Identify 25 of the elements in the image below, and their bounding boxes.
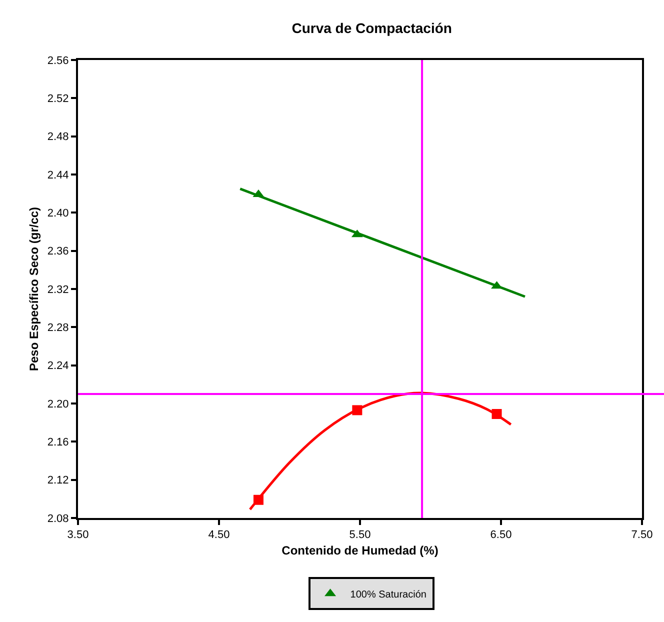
point — [253, 494, 264, 505]
y-tick-label: 2.12 — [47, 474, 69, 487]
y-tick-label: 2.44 — [47, 169, 69, 182]
x-tick-label: 6.50 — [490, 529, 512, 542]
y-tick-label: 2.16 — [47, 436, 69, 449]
y-tick-label: 2.52 — [47, 93, 69, 106]
y-tick-label: 2.08 — [47, 512, 69, 525]
y-tick-label: 2.48 — [47, 131, 69, 144]
x-axis-title: Contenido de Humedad (%) — [282, 544, 438, 558]
y-tick-label: 2.36 — [47, 246, 69, 258]
point — [492, 409, 502, 419]
y-tick-label: 2.20 — [47, 398, 69, 410]
y-tick-label: 2.28 — [47, 322, 69, 334]
x-tick-label: 7.50 — [631, 529, 653, 542]
legend-label: 100% Saturación — [350, 589, 426, 600]
chart-title: Curva de Compactación — [292, 20, 452, 36]
y-tick-label: 2.56 — [47, 54, 69, 67]
x-tick-label: 4.50 — [208, 529, 230, 542]
x-tick-label: 3.50 — [67, 529, 89, 542]
point — [352, 405, 362, 416]
y-tick-label: 2.32 — [47, 284, 69, 296]
y-axis-title: Peso Específico Seco (gr/cc) — [27, 206, 42, 372]
x-tick-label: 5.50 — [349, 529, 371, 542]
y-tick-label: 2.40 — [47, 208, 69, 220]
y-tick-label: 2.24 — [47, 360, 69, 372]
